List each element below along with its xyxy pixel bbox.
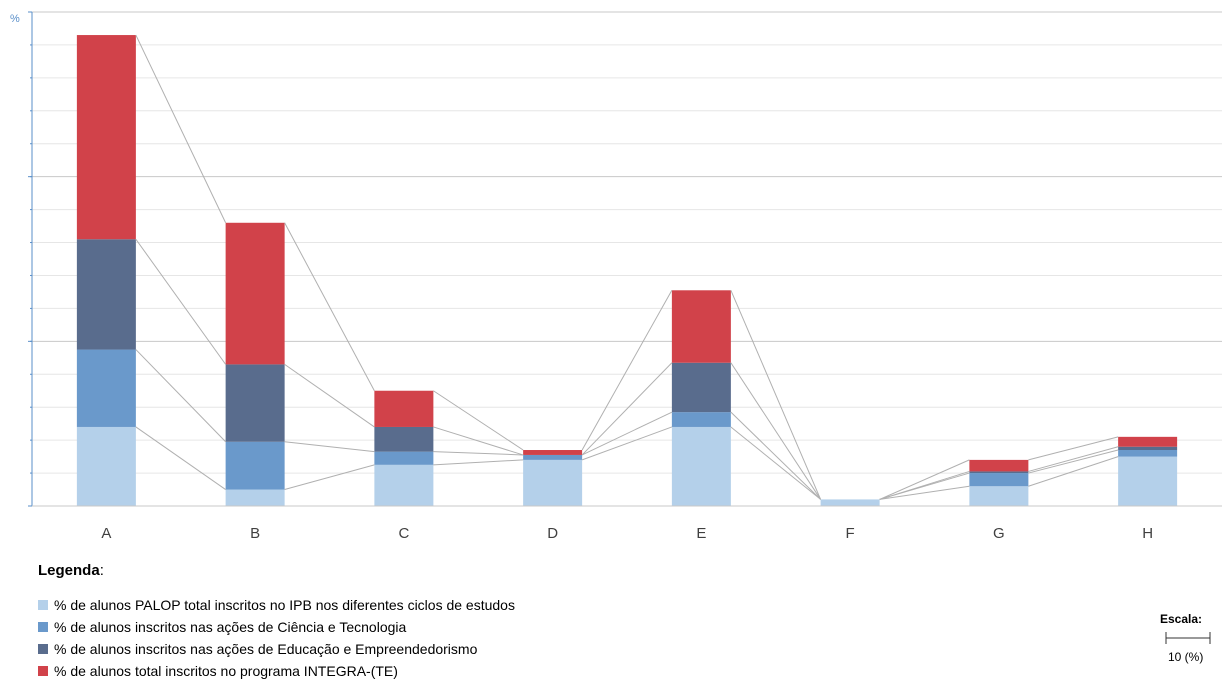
legend-swatch: [38, 644, 48, 654]
bar-segment: [76, 349, 136, 427]
bar-segment: [671, 412, 731, 427]
series-line: [1028, 446, 1119, 472]
legend-swatch: [38, 666, 48, 676]
bar-segment: [374, 390, 434, 427]
scale-bar: [1165, 632, 1211, 644]
bar-segment: [1118, 450, 1178, 457]
series-line: [135, 349, 226, 443]
series-line: [433, 426, 524, 456]
bar-segment: [76, 239, 136, 350]
bar-segment: [225, 441, 285, 490]
legend-swatch: [38, 600, 48, 610]
bar-segment: [671, 362, 731, 413]
x-tick-label: A: [101, 525, 111, 542]
bar-segment: [671, 426, 731, 506]
series-line: [433, 390, 524, 451]
bar-segment: [969, 471, 1029, 474]
bar-segment: [374, 464, 434, 506]
bar-segment: [1118, 436, 1178, 447]
x-tick-label: F: [846, 525, 855, 542]
y-axis-label: %: [10, 13, 20, 25]
series-line: [433, 459, 524, 466]
series-line: [1028, 449, 1119, 474]
series-line: [284, 363, 375, 428]
legend-label: % de alunos inscritos nas ações de Ciênc…: [54, 619, 407, 635]
x-tick-label: H: [1142, 525, 1153, 542]
series-line: [581, 411, 673, 456]
bar-segment: [1118, 446, 1178, 451]
legend-label: % de alunos PALOP total inscritos no IPB…: [54, 597, 515, 613]
bar-segment: [76, 426, 136, 506]
legend-title: Legenda:: [38, 562, 104, 579]
scale: Escala: 10 (%): [1160, 612, 1220, 664]
series-line: [879, 470, 970, 500]
x-tick-label: C: [398, 525, 409, 542]
series-line: [135, 238, 227, 365]
series-line: [1028, 436, 1119, 461]
bar-segment: [969, 459, 1029, 472]
legend-swatch: [38, 622, 48, 632]
legend-item-ciencia-tecnologia: % de alunos inscritos nas ações de Ciênc…: [38, 616, 515, 638]
x-tick-label: G: [993, 525, 1005, 542]
series-line: [284, 464, 375, 491]
series-line: [135, 34, 227, 223]
bar-segment: [969, 473, 1029, 487]
bar-segment: [225, 364, 285, 442]
series-line: [581, 426, 673, 461]
series-line: [879, 459, 970, 500]
series-line: [284, 441, 375, 453]
bar-segment: [523, 450, 583, 455]
series-line: [730, 362, 822, 500]
legend-item-educacao-empreendedorismo: % de alunos inscritos nas ações de Educa…: [38, 638, 515, 660]
bar-segment: [374, 451, 434, 465]
legend-item-integra-te: % de alunos total inscritos no programa …: [38, 660, 515, 682]
series-line: [433, 451, 524, 456]
bar-segment: [969, 486, 1029, 506]
series-line: [135, 426, 226, 490]
series-line: [879, 485, 970, 500]
bar-segment: [820, 499, 880, 506]
bar-segment: [374, 426, 434, 452]
bar-segment: [1118, 456, 1178, 506]
series-line: [730, 290, 822, 500]
series-line: [284, 222, 375, 391]
bar-segment: [523, 459, 583, 506]
series-line: [730, 426, 821, 500]
bar-segment: [671, 290, 731, 363]
scale-value: 10 (%): [1168, 650, 1204, 664]
x-tick-label: D: [547, 525, 558, 542]
legend-label: % de alunos inscritos nas ações de Educa…: [54, 641, 478, 657]
legend-label: % de alunos total inscritos no programa …: [54, 663, 398, 679]
series-line: [730, 411, 821, 500]
series-line: [581, 362, 673, 456]
bar-segment: [225, 222, 285, 365]
series-line: [1028, 456, 1119, 487]
bar-segment: [225, 489, 285, 506]
legend: % de alunos PALOP total inscritos no IPB…: [38, 594, 515, 682]
series-line: [581, 290, 673, 451]
stacked-bar-chart: % A B C D E F G H: [10, 11, 1222, 542]
bar-segment: [76, 35, 136, 240]
x-tick-label: B: [250, 525, 260, 542]
legend-item-palop: % de alunos PALOP total inscritos no IPB…: [38, 594, 515, 616]
bar-segment: [523, 454, 583, 460]
x-tick-label: E: [696, 525, 706, 542]
scale-title: Escala:: [1160, 612, 1203, 626]
